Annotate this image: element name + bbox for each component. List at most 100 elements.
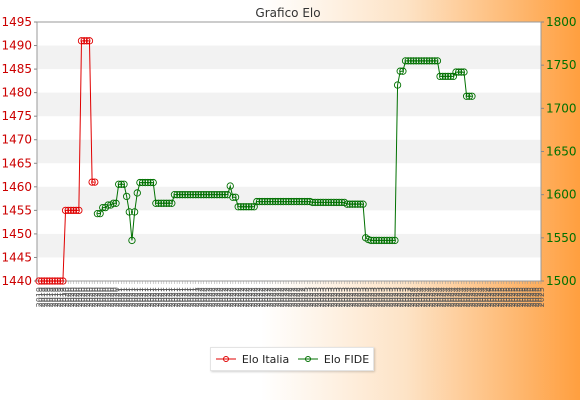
data-point-elo-fide (170, 191, 179, 199)
data-point-elo-fide (266, 197, 274, 206)
x-tick-label: 2021 (131, 287, 140, 307)
x-tick-label: 2024 (455, 287, 464, 307)
data-point-elo-fide (109, 199, 118, 207)
x-tick-label: 2021 (139, 287, 148, 307)
data-point-elo-fide (462, 92, 471, 100)
data-point-elo-fide (343, 200, 351, 208)
data-point-elo-fide (396, 67, 404, 75)
data-point-elo-italia (85, 37, 94, 45)
x-tick-label: 2021 (157, 287, 166, 307)
data-point-elo-fide (292, 197, 301, 206)
data-point-elo-fide (115, 180, 123, 188)
data-point-elo-fide (324, 198, 333, 207)
data-point-elo-fide (332, 198, 341, 207)
data-point-elo-fide (178, 191, 187, 199)
x-tick-label: 2022 (197, 287, 206, 307)
x-tick-label: 2023 (399, 287, 408, 307)
data-point-elo-italia (67, 206, 75, 215)
x-tick-label: 2022 (245, 287, 254, 307)
x-tick-label: 2024 (439, 287, 448, 307)
data-point-elo-fide (205, 191, 213, 199)
data-point-elo-fide (221, 191, 229, 199)
x-tick-label: 2022 (226, 287, 235, 307)
data-point-elo-fide (239, 203, 248, 211)
right-tick-label: 1600 (546, 188, 577, 202)
x-tick-label: 2023 (330, 287, 339, 307)
data-point-elo-fide (173, 191, 181, 199)
data-point-elo-fide (128, 236, 136, 245)
data-point-elo-fide (348, 200, 357, 208)
grid-band (37, 139, 541, 164)
x-tick-label: 2023 (303, 287, 312, 307)
x-tick-label: 2023 (348, 287, 357, 307)
data-point-elo-fide (245, 203, 253, 211)
x-tick-label: 2023 (367, 287, 376, 307)
data-point-elo-fide (226, 182, 234, 190)
data-point-elo-italia (80, 37, 88, 45)
x-tick-label: 2024 (436, 287, 445, 307)
data-point-elo-fide (186, 191, 195, 199)
x-tick-label: 2024 (484, 287, 493, 307)
x-tick-label: 2022 (210, 287, 219, 307)
data-point-elo-fide (465, 92, 473, 100)
x-tick-label: 2022 (269, 287, 278, 307)
right-tick-label: 1800 (546, 15, 577, 29)
legend-label-elo-italia: Elo Italia (241, 352, 290, 366)
data-point-elo-fide (160, 199, 168, 207)
x-tick-label: 2022 (202, 287, 211, 307)
data-point-elo-fide (117, 180, 125, 188)
left-tick-label: 1490 (1, 39, 32, 53)
x-tick-label: 2020 (72, 287, 81, 307)
x-tick-label: 2020 (77, 287, 86, 307)
data-point-elo-fide (370, 236, 378, 245)
data-point-elo-fide (207, 191, 216, 199)
x-tick-label: 2022 (200, 287, 209, 307)
data-point-elo-italia (69, 206, 78, 215)
x-tick-label: 2022 (266, 287, 275, 307)
left-tick-label: 1485 (1, 62, 32, 76)
left-tick-label: 1480 (1, 86, 32, 100)
data-point-elo-fide (141, 178, 149, 187)
data-point-elo-fide (104, 201, 112, 209)
data-point-elo-fide (285, 197, 293, 206)
data-point-elo-fide (282, 197, 290, 206)
data-point-elo-fide (181, 191, 189, 199)
x-tick-label: 2021 (176, 287, 185, 307)
x-tick-label: 2022 (290, 287, 299, 307)
data-point-elo-fide (417, 57, 426, 65)
right-tick-label: 1750 (546, 58, 577, 72)
x-tick-label: 2024 (441, 287, 450, 307)
data-point-elo-fide (271, 197, 280, 206)
data-point-elo-fide (269, 197, 277, 206)
x-tick-label: 2021 (173, 287, 182, 307)
data-point-elo-italia (72, 206, 80, 215)
x-tick-label: 2024 (415, 287, 424, 307)
data-point-elo-fide (138, 178, 147, 187)
x-tick-label: 2020 (75, 287, 84, 307)
x-tick-label: 2021 (170, 287, 179, 307)
x-tick-label: 2021 (165, 287, 174, 307)
legend-label-elo-fide: Elo FIDE (323, 352, 370, 366)
data-point-elo-fide (162, 199, 171, 207)
x-tick-label: 2023 (325, 287, 334, 307)
x-tick-label: 2023 (346, 287, 355, 307)
x-tick-label: 2022 (277, 287, 286, 307)
x-tick-label: 2024 (433, 287, 442, 307)
x-tick-label: 2023 (354, 287, 363, 307)
x-tick-label: 2023 (338, 287, 347, 307)
legend-item-elo-fide[interactable]: Elo FIDE (297, 353, 369, 366)
data-point-elo-fide (215, 191, 224, 199)
data-point-elo-fide (441, 72, 450, 81)
x-tick-label: 2021 (144, 287, 153, 307)
x-tick-label: 2021 (123, 287, 132, 307)
legend-item-elo-italia[interactable]: Elo Italia (215, 353, 289, 366)
left-tick-label: 1470 (1, 133, 32, 147)
x-tick-label: 2020 (112, 287, 121, 307)
x-tick-label: 2021 (192, 287, 201, 307)
left-tick-label: 1495 (1, 15, 32, 29)
x-tick-label: 2022 (218, 287, 227, 307)
data-point-elo-fide (300, 197, 309, 206)
x-tick-label: 2020 (96, 287, 105, 307)
data-point-elo-italia (53, 277, 62, 285)
x-tick-label: 2020 (88, 287, 97, 307)
